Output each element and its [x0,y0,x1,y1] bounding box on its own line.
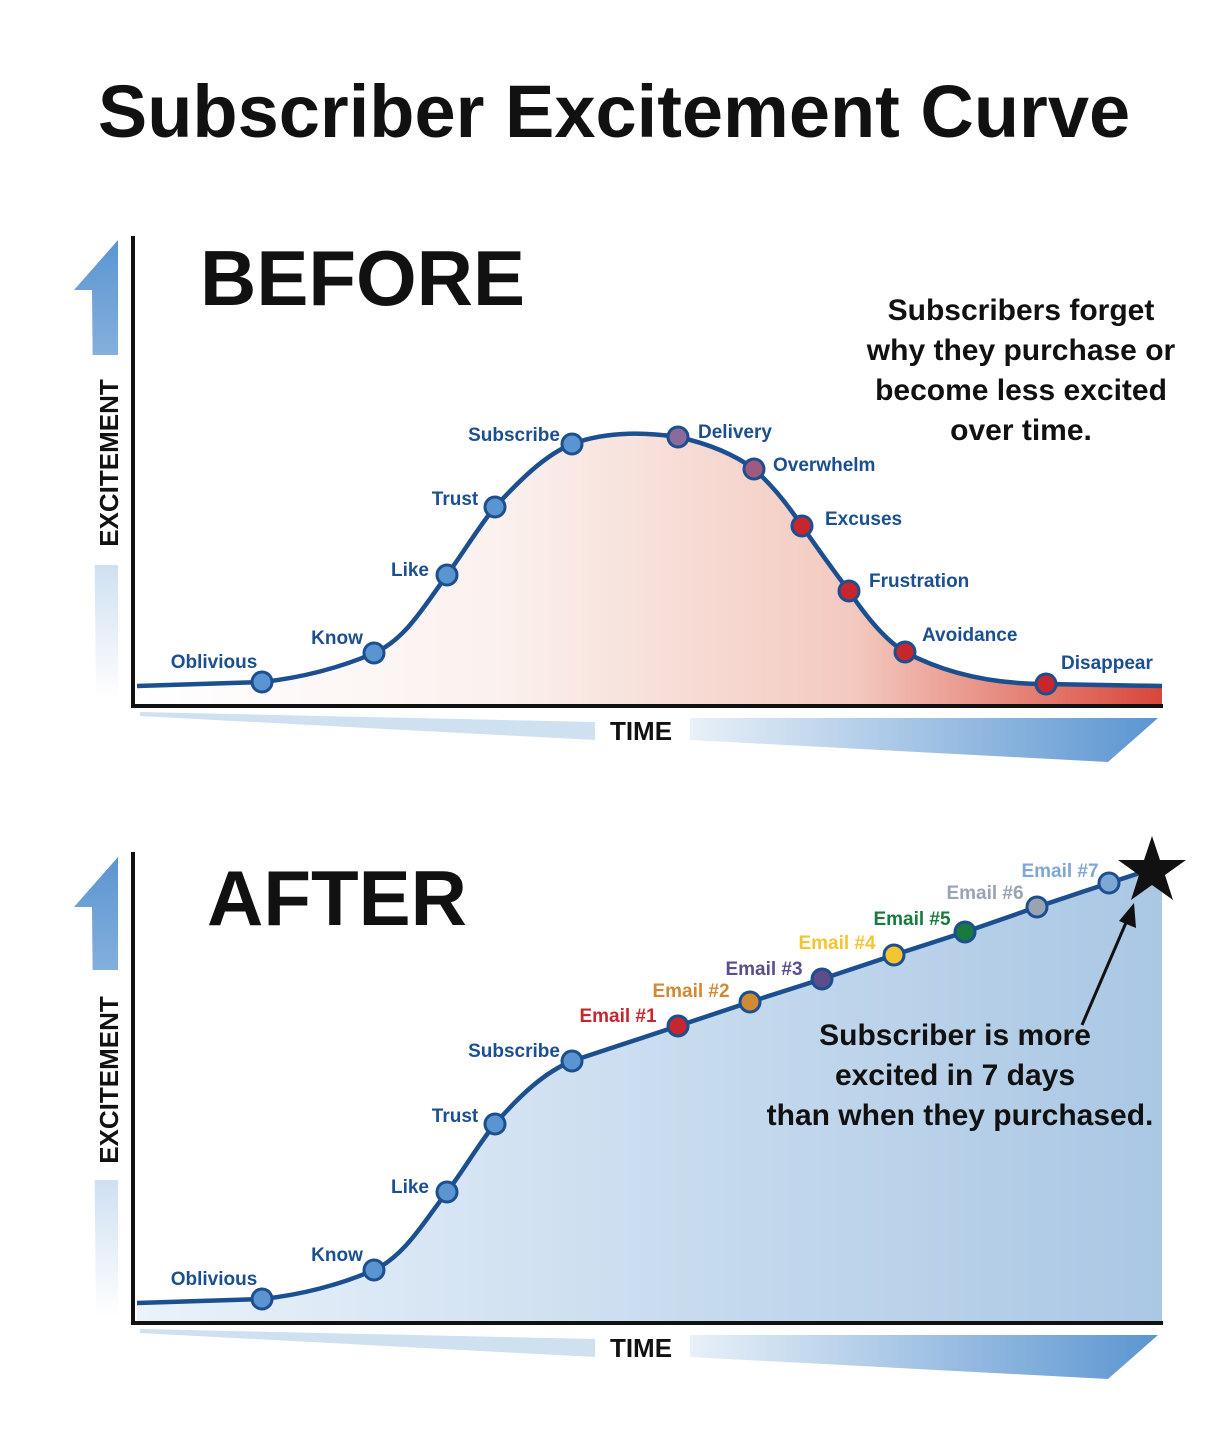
before-panel: EXCITEMENT TIME BEFORE Subscribers forge… [74,234,1176,762]
before-milestone-marker [790,514,814,538]
pointer-arrow-head-icon [1119,903,1136,928]
after-note-line: than when they purchased. [767,1099,1154,1132]
after-milestone-marker [1025,895,1049,919]
before-milestone-marker [435,563,459,587]
after-note: Subscriber is more excited in 7 days tha… [767,1019,1154,1132]
before-points: Oblivious Know Like Trust Subscribe DeliveryO… [171,422,1153,696]
after-milestone-label: Oblivious [171,1269,258,1290]
before-note-line: become less excited [875,374,1167,407]
after-milestone-label: Email #7 [1021,861,1098,882]
before-x-axis-label: TIME [610,716,672,746]
after-note-line: excited in 7 days [835,1059,1075,1092]
after-y-axis-label: EXCITEMENT [94,996,124,1164]
before-milestone-label: Avoidance [922,625,1017,646]
after-points: Oblivious Know Like Trust Subscribe Email #1 E… [171,861,1121,1311]
after-milestone-marker [810,967,834,991]
after-milestone-marker [882,943,906,967]
after-time-arrow-right-icon [690,1335,1158,1379]
before-milestone-label: Disappear [1061,653,1153,674]
after-milestone-label: Email #2 [652,981,729,1002]
after-milestone-label: Know [311,1245,363,1266]
before-area-fill [137,433,1162,704]
before-milestone-label: Subscribe [468,425,560,446]
after-milestone-marker [435,1180,459,1204]
before-y-axis-label: EXCITEMENT [94,379,124,547]
before-milestone-label: Frustration [869,571,969,592]
before-milestone-marker [1034,672,1058,696]
page-title: Subscriber Excitement Curve [98,70,1130,153]
before-note-line: Subscribers forget [888,294,1155,327]
before-milestone-label: Trust [432,489,479,510]
after-milestone-label: Subscribe [468,1041,560,1062]
after-note-line: Subscriber is more [819,1019,1091,1052]
after-area-fill [137,866,1162,1321]
before-milestone-label: Excuses [825,509,902,530]
before-milestone-label: Oblivious [171,652,258,673]
after-milestone-label: Email #1 [579,1006,657,1027]
before-milestone-label: Like [391,560,429,581]
before-note-line: over time. [950,414,1092,447]
before-milestone-marker [560,432,584,456]
after-milestone-marker [738,990,762,1014]
after-panel: EXCITEMENT TIME AFTER Subscriber is more… [74,836,1186,1379]
before-milestone-marker [837,579,861,603]
before-milestone-marker [666,425,690,449]
after-milestone-marker [953,920,977,944]
after-milestone-label: Trust [432,1106,479,1127]
before-milestone-marker [250,670,274,694]
after-x-axis-label: TIME [610,1333,672,1363]
after-milestone-marker [1097,871,1121,895]
star-icon [1118,836,1186,900]
after-milestone-label: Email #4 [798,933,876,954]
after-heading: AFTER [207,854,467,942]
after-time-arrow-left-icon [140,1329,595,1357]
after-milestone-label: Email #6 [946,883,1023,904]
after-milestone-label: Like [391,1177,429,1198]
before-milestone-marker [893,640,917,664]
before-milestone-label: Delivery [698,422,772,443]
before-milestone-label: Overwhelm [773,455,875,476]
before-milestone-label: Know [311,628,363,649]
before-milestone-marker [362,641,386,665]
after-milestone-label: Email #3 [725,959,802,980]
pointer-arrow-line [1080,917,1130,1026]
after-milestone-marker [483,1112,507,1136]
before-milestone-marker [742,457,766,481]
before-time-arrow-right-icon [690,718,1158,762]
before-milestone-marker [483,495,507,519]
after-milestone-label: Email #5 [873,909,951,930]
after-milestone-marker [560,1049,584,1073]
after-milestone-marker [250,1287,274,1311]
after-milestone-marker [666,1014,690,1038]
before-heading: BEFORE [200,234,525,322]
before-note-line: why they purchase or [866,334,1176,367]
after-milestone-marker [362,1258,386,1282]
before-note: Subscribers forget why they purchase or … [866,294,1176,447]
before-time-arrow-left-icon [140,712,595,740]
